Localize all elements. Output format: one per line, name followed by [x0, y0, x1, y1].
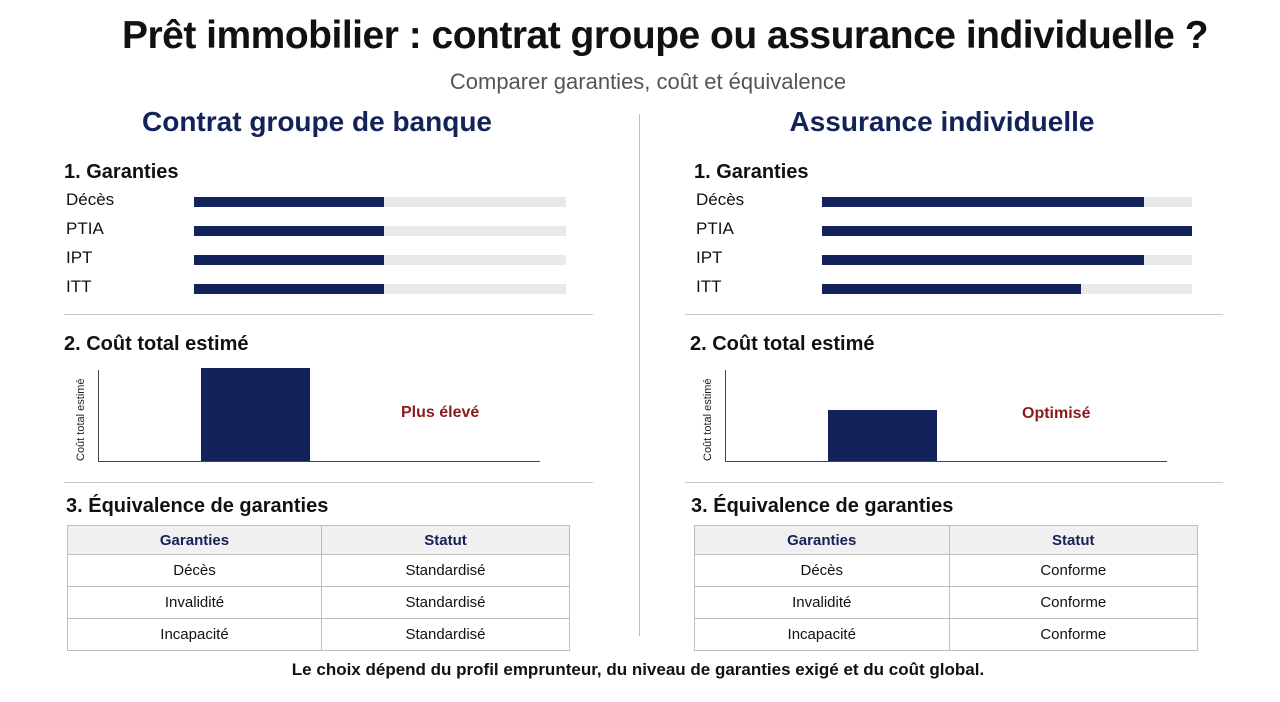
cost-heading: 2. Coût total estimé: [690, 333, 875, 355]
section-divider: [685, 482, 1223, 483]
guarantee-track: [194, 255, 566, 265]
guarantee-label: IPT: [696, 248, 723, 267]
guarantee-track: [194, 226, 566, 236]
guarantee-track: [194, 197, 566, 207]
table-cell: Conforme: [948, 586, 1198, 619]
guarantees-heading: 1. Garanties: [64, 161, 179, 183]
guarantee-bar: [822, 284, 1081, 294]
table-cell: Incapacité: [694, 618, 950, 651]
cost-bar: [201, 368, 310, 461]
table-cell: Invalidité: [694, 586, 950, 619]
table-cell: Standardisé: [321, 586, 570, 619]
panel-individual: Assurance individuelle 1. Garanties 2. C…: [685, 106, 1223, 651]
guarantee-track: [822, 255, 1192, 265]
cost-axis-label: Coût total estimé: [702, 378, 714, 461]
panel-title: Contrat groupe de banque: [142, 106, 492, 137]
guarantee-bar: [194, 226, 384, 236]
table-cell: Décès: [694, 554, 950, 587]
table-row: Décès Standardisé: [67, 554, 570, 587]
guarantee-label: IPT: [66, 248, 93, 267]
cost-note: Plus élevé: [401, 404, 480, 421]
table-row: Invalidité Standardisé: [67, 586, 570, 619]
page-title: Prêt immobilier : contrat groupe ou assu…: [121, 14, 1209, 57]
table-cell: Standardisé: [321, 618, 570, 651]
cost-heading: 2. Coût total estimé: [64, 333, 249, 355]
table-header-row: Garanties Statut: [694, 525, 1198, 555]
table-cell: Conforme: [948, 618, 1198, 651]
guarantee-track: [822, 284, 1192, 294]
table-row: Décès Conforme: [694, 554, 1198, 587]
table-row: Invalidité Conforme: [694, 586, 1198, 619]
cost-bar: [828, 410, 937, 461]
equivalence-heading: 3. Équivalence de garanties: [66, 495, 329, 517]
equivalence-table: Garanties Statut Décès Standardisé Inval…: [67, 525, 570, 651]
table-row: Incapacité Standardisé: [67, 618, 570, 651]
section-divider: [685, 314, 1223, 315]
footer-note: Le choix dépend du profil emprunteur, du…: [291, 660, 985, 679]
guarantee-bar: [194, 197, 384, 207]
guarantee-label: PTIA: [696, 219, 734, 238]
guarantee-label: ITT: [696, 277, 722, 296]
guarantee-bar: [194, 255, 384, 265]
cost-note: Optimisé: [1022, 405, 1091, 422]
guarantee-track: [822, 197, 1192, 207]
guarantee-track: [822, 226, 1192, 236]
guarantee-track: [194, 284, 566, 294]
guarantee-label: PTIA: [66, 219, 104, 238]
guarantee-label: Décès: [66, 190, 115, 209]
guarantee-bar: [194, 284, 384, 294]
guarantee-bar: [822, 197, 1144, 207]
panel-bank-group: Contrat groupe de banque 1. Garanties 2.…: [64, 106, 593, 651]
cost-y-axis: [725, 370, 726, 462]
cost-y-axis: [98, 370, 99, 462]
panel-title: Assurance individuelle: [789, 106, 1095, 137]
guarantee-label: ITT: [66, 277, 92, 296]
guarantee-bar: [822, 226, 1192, 236]
panel-divider: [639, 114, 640, 636]
equivalence-heading: 3. Équivalence de garanties: [691, 495, 954, 517]
table-header-row: Garanties Statut: [67, 525, 570, 555]
guarantee-label: Décès: [696, 190, 745, 209]
section-divider: [64, 314, 593, 315]
column-header-statut: Statut: [948, 525, 1198, 555]
table-cell: Conforme: [948, 554, 1198, 587]
cost-x-axis: [725, 461, 1167, 462]
equivalence-table: Garanties Statut Décès Conforme Invalidi…: [694, 525, 1198, 651]
table-cell: Incapacité: [67, 618, 322, 651]
guarantees-heading: 1. Garanties: [694, 161, 809, 183]
column-header-statut: Statut: [321, 525, 570, 555]
column-header-garanties: Garanties: [694, 525, 950, 555]
page-subtitle: Comparer garanties, coût et équivalence: [449, 69, 847, 94]
table-row: Incapacité Conforme: [694, 618, 1198, 651]
guarantee-bar: [822, 255, 1144, 265]
column-header-garanties: Garanties: [67, 525, 322, 555]
cost-x-axis: [98, 461, 540, 462]
section-divider: [64, 482, 593, 483]
table-cell: Invalidité: [67, 586, 322, 619]
